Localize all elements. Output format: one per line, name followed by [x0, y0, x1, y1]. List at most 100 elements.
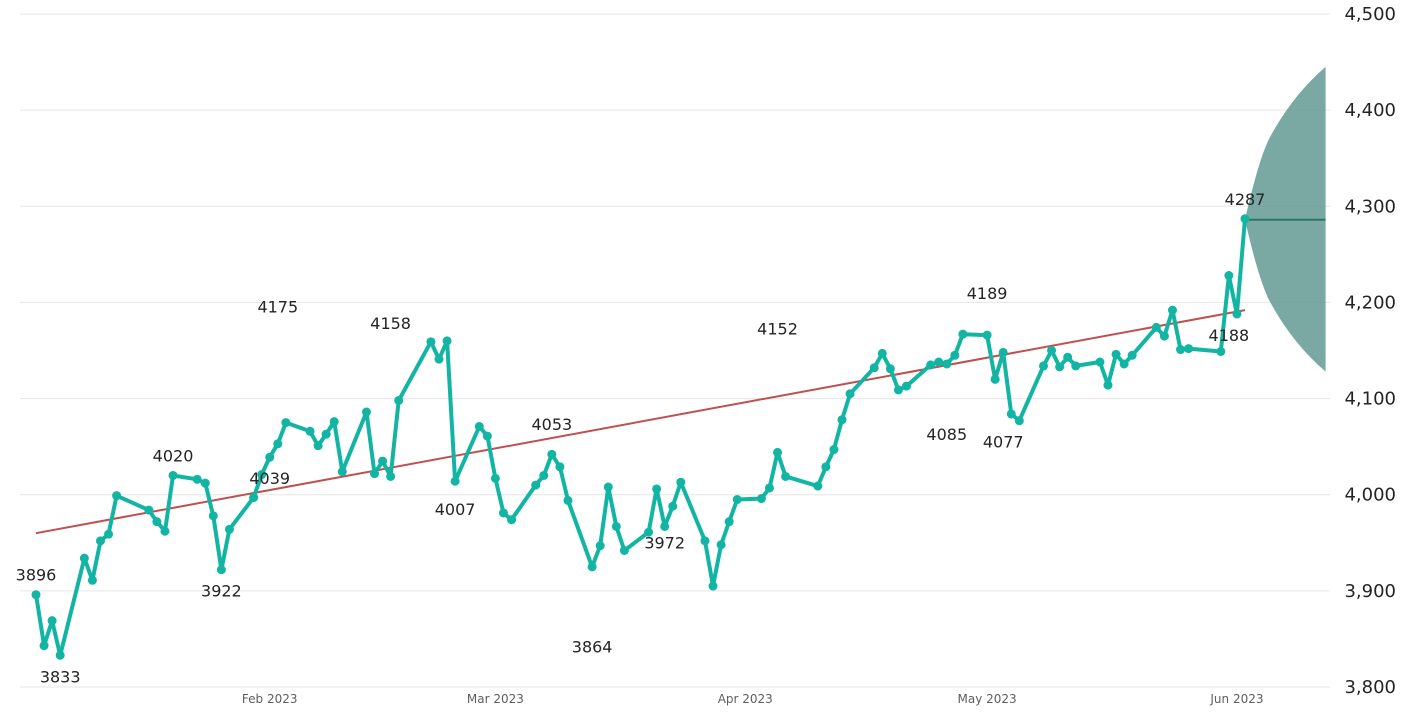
data-label: 4189: [967, 284, 1008, 303]
data-point: [144, 505, 154, 515]
data-point: [708, 581, 718, 591]
data-point: [257, 470, 267, 480]
y-tick-label: 4,300: [1344, 196, 1396, 217]
data-label: 4152: [757, 320, 798, 339]
data-point: [79, 553, 89, 563]
data-point: [539, 470, 549, 480]
data-point: [869, 363, 879, 373]
data-point: [901, 381, 911, 391]
data-point: [563, 495, 573, 505]
data-point: [474, 421, 484, 431]
data-point: [87, 575, 97, 585]
data-point: [490, 473, 500, 483]
data-point: [652, 484, 662, 494]
data-point: [764, 483, 774, 493]
data-point: [877, 348, 887, 358]
data-label: 4158: [370, 314, 411, 333]
data-point: [265, 452, 275, 462]
data-point: [305, 426, 315, 436]
data-point: [434, 354, 444, 364]
y-tick-label: 4,200: [1344, 292, 1396, 313]
data-point: [442, 336, 452, 346]
data-point: [611, 521, 621, 531]
data-point: [644, 527, 654, 537]
x-tick-label: Mar 2023: [467, 692, 524, 706]
data-label: 4020: [153, 446, 194, 465]
data-point: [55, 650, 65, 660]
data-point: [1103, 380, 1113, 390]
forecast: [1245, 66, 1326, 372]
data-point: [386, 471, 396, 481]
data-point: [31, 590, 41, 600]
data-point: [394, 395, 404, 405]
data-point: [426, 337, 436, 347]
data-point: [1224, 271, 1234, 281]
data-point: [990, 374, 1000, 384]
data-label: 4175: [257, 297, 298, 316]
data-point: [958, 329, 968, 339]
data-label: 4053: [531, 415, 572, 434]
x-tick-label: Feb 2023: [242, 692, 298, 706]
data-point: [1176, 345, 1186, 355]
data-point: [821, 462, 831, 472]
data-label: 3833: [40, 667, 81, 686]
y-tick-label: 4,000: [1344, 485, 1396, 506]
data-point: [1167, 305, 1177, 315]
y-tick-label: 3,800: [1344, 677, 1396, 698]
trend-layer: [35, 309, 1246, 535]
data-point: [224, 524, 234, 534]
data-point: [982, 330, 992, 340]
data-point: [1039, 361, 1048, 371]
data-point: [1111, 349, 1121, 359]
y-tick-label: 4,400: [1344, 100, 1396, 121]
data-point: [1071, 361, 1081, 371]
data-point: [829, 445, 839, 455]
data-point: [660, 521, 670, 531]
data-label: 4287: [1225, 190, 1266, 209]
data-point: [893, 385, 903, 395]
data-point: [507, 515, 517, 525]
data-label: 3922: [201, 582, 242, 601]
data-point: [531, 480, 541, 490]
data-point: [676, 477, 686, 487]
trend-line: [35, 309, 1246, 535]
data-point: [273, 439, 283, 449]
data-point: [837, 415, 847, 425]
data-point: [1159, 331, 1169, 341]
data-point: [732, 495, 742, 505]
data-point: [39, 641, 49, 651]
data-point: [208, 511, 218, 521]
y-tick-label: 3,900: [1344, 581, 1396, 602]
data-point: [361, 407, 371, 417]
data-point: [1006, 409, 1016, 419]
data-point: [998, 347, 1008, 357]
data-point: [950, 350, 960, 360]
data-point: [845, 389, 855, 399]
data-point: [724, 517, 734, 527]
data-point: [450, 476, 460, 486]
data-point: [1014, 416, 1024, 426]
data-point: [313, 441, 323, 451]
data-point: [47, 616, 57, 626]
data-point: [547, 449, 557, 459]
data-point: [773, 447, 783, 457]
data-point: [329, 417, 339, 427]
data-point: [1151, 322, 1161, 332]
data-point: [1216, 346, 1226, 356]
y-tick-label: 4,500: [1344, 4, 1396, 25]
data-label: 3896: [16, 566, 57, 585]
data-point: [281, 418, 291, 428]
data-point: [1127, 350, 1137, 360]
data-label: 4188: [1209, 326, 1250, 345]
data-point: [95, 536, 105, 546]
data-point: [619, 545, 629, 555]
data-point: [756, 494, 766, 504]
data-point: [1240, 214, 1250, 224]
data-label: 4077: [983, 433, 1024, 452]
data-point: [378, 456, 388, 466]
data-point: [942, 359, 952, 369]
data-point: [603, 482, 613, 492]
x-tick-label: May 2023: [957, 692, 1016, 706]
y-axis: 3,800 3,900 4,000 4,100 4,200 4,300 4,400 4,500: [1344, 4, 1396, 698]
